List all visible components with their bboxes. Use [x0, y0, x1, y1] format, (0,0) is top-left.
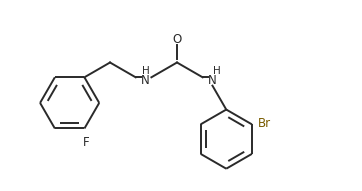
Text: N: N [208, 74, 217, 87]
Text: F: F [83, 136, 90, 149]
Text: N: N [141, 74, 150, 87]
Text: H: H [214, 66, 221, 76]
Text: O: O [172, 33, 182, 46]
Text: H: H [142, 66, 150, 76]
Text: Br: Br [258, 117, 271, 130]
